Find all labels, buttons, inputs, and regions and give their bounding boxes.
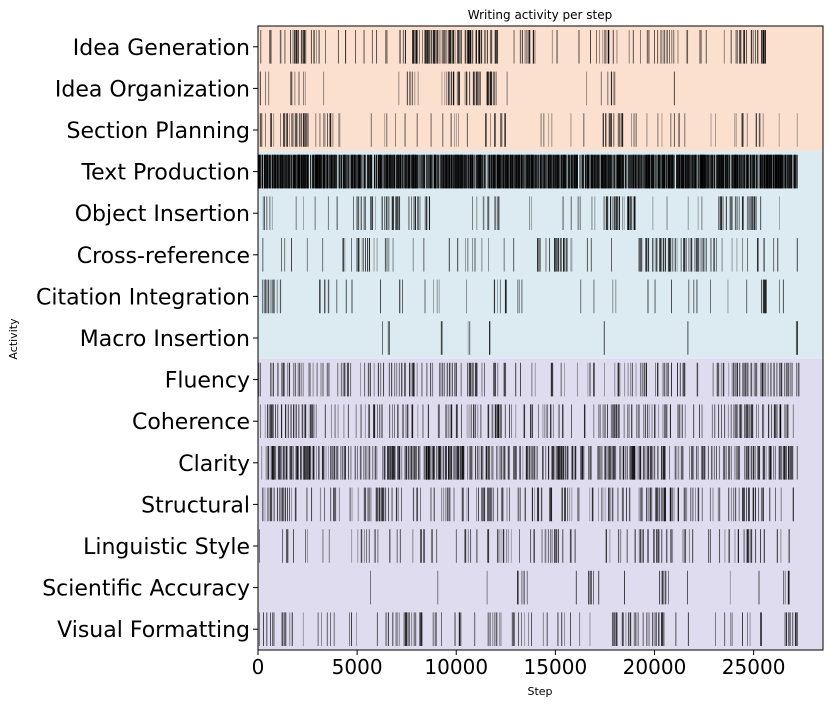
- y-tick-label: Cross-reference: [77, 244, 250, 269]
- event-marks: [257, 30, 800, 646]
- y-tick-label: Macro Insertion: [80, 327, 250, 352]
- x-tick-labels: 0 5000 10000 15000 20000 25000: [252, 650, 786, 679]
- x-tick-label: 25000: [722, 655, 786, 679]
- x-tick-label: 0: [252, 655, 265, 679]
- x-tick-label: 20000: [623, 655, 687, 679]
- group-band: [258, 26, 823, 151]
- x-tick-label: 10000: [424, 655, 488, 679]
- y-tick-label: Text Production: [80, 161, 250, 186]
- x-axis-label: Step: [527, 685, 552, 698]
- y-tick-labels: Idea Generation Idea Organization Section …: [36, 36, 258, 643]
- y-tick-label: Visual Formatting: [57, 618, 250, 643]
- x-tick-label: 15000: [524, 655, 588, 679]
- y-tick-label: Structural: [141, 493, 250, 518]
- y-tick-label: Idea Organization: [55, 77, 250, 102]
- y-tick-label: Object Insertion: [75, 202, 250, 227]
- y-tick-label: Clarity: [178, 452, 250, 477]
- y-tick-label: Coherence: [132, 410, 250, 435]
- y-tick-label: Fluency: [165, 369, 250, 394]
- y-tick-label: Idea Generation: [73, 36, 250, 61]
- y-tick-label: Linguistic Style: [83, 535, 250, 560]
- y-tick-label: Citation Integration: [36, 285, 250, 310]
- y-axis-label: Activity: [7, 318, 20, 360]
- chart-title: Writing activity per step: [468, 8, 612, 22]
- group-band: [258, 358, 823, 650]
- y-tick-label: Scientific Accuracy: [42, 577, 250, 602]
- y-tick-label: Section Planning: [67, 119, 251, 144]
- x-tick-label: 5000: [332, 655, 383, 679]
